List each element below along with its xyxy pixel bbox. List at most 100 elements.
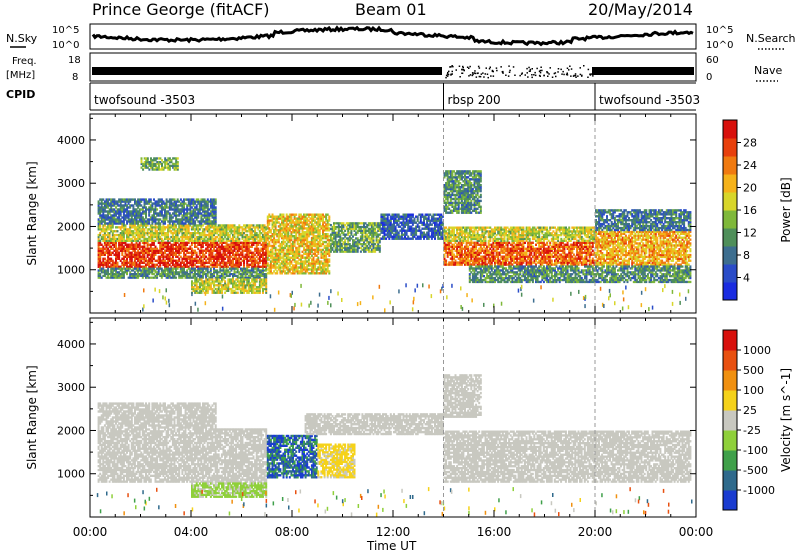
nave-dot <box>550 67 552 69</box>
beam-title: Beam 01 <box>355 0 427 19</box>
nave-dot <box>472 75 474 77</box>
nave-dot <box>474 70 476 72</box>
nave-dot <box>479 67 481 69</box>
nave-dot <box>483 76 485 78</box>
nave-dot <box>448 71 450 73</box>
heatmap-cell <box>117 230 119 232</box>
heatmap-cell <box>175 277 177 279</box>
nave-dot <box>508 75 510 77</box>
nave-dot <box>500 66 502 68</box>
nsky-tick-top: 10^5 <box>52 25 79 36</box>
heatmap-cell <box>188 228 190 230</box>
nave-dot <box>476 76 478 78</box>
nave-dot <box>447 75 449 77</box>
nave-dot <box>450 74 452 76</box>
nsearch-tick-top: 10^5 <box>706 25 733 36</box>
nave-dot <box>575 73 577 75</box>
heatmap-cell <box>328 264 330 266</box>
nave-dot <box>496 67 498 69</box>
nave-dot <box>487 74 489 76</box>
nave-dot <box>468 75 470 77</box>
nave-dot <box>540 70 542 72</box>
heatmap-cell <box>254 228 256 230</box>
nave-dot <box>490 67 492 69</box>
nave-dot <box>492 71 494 73</box>
nave-dot <box>577 75 579 77</box>
heatmap-cell <box>328 216 330 218</box>
heatmap-cell <box>248 278 250 280</box>
heatmap-cell <box>141 157 143 159</box>
nave-dot <box>540 72 542 74</box>
cpid-segment-label: twofsound -3503 <box>599 93 700 107</box>
nave-dot <box>488 77 490 79</box>
nave-dot <box>485 73 487 75</box>
nave-dot <box>531 74 533 76</box>
heatmap-cell <box>207 268 209 270</box>
heatmap-cell <box>196 252 198 254</box>
nave-dot <box>548 73 550 75</box>
nave-tick-top: 60 <box>706 55 719 66</box>
nave-dot <box>526 68 528 70</box>
heatmap-cell <box>164 228 166 230</box>
nave-dot <box>462 73 464 75</box>
heatmap-cell <box>177 157 179 159</box>
heatmap-cell <box>317 257 319 259</box>
nave-dot <box>591 73 593 75</box>
nave-dot <box>588 69 590 71</box>
nave-dot <box>445 77 447 79</box>
nave-dot <box>514 75 516 77</box>
heatmap-cell <box>150 198 152 200</box>
cpid-segment-label: twofsound -3503 <box>94 93 195 107</box>
cpid-label: CPID <box>6 88 35 101</box>
nave-dot <box>459 66 461 68</box>
nave-dot <box>469 66 471 68</box>
heatmap-cell <box>283 214 285 216</box>
nave-dot <box>568 69 570 71</box>
nave-dot <box>463 69 465 71</box>
freq-trace-left <box>92 67 442 75</box>
nave-dot <box>525 74 527 76</box>
nave-dot <box>486 67 488 69</box>
nave-dot <box>463 67 465 69</box>
nave-dot <box>567 73 569 75</box>
nave-dot <box>480 76 482 78</box>
nave-dot <box>530 69 532 71</box>
nave-tick-bottom: 0 <box>706 72 712 83</box>
heatmap-cell <box>107 268 109 270</box>
nave-dot <box>502 71 504 73</box>
heatmap-cell <box>156 208 158 210</box>
nave-dot <box>472 72 474 74</box>
nave-dot <box>536 68 538 70</box>
nave-dot <box>489 68 491 70</box>
nave-dot <box>560 69 562 71</box>
nave-dot <box>530 70 532 72</box>
heatmap-cell <box>256 278 258 280</box>
nave-label: Nave <box>754 64 782 77</box>
nave-dot <box>509 72 511 74</box>
heatmap-cell <box>177 268 179 270</box>
nave-dot <box>482 72 484 74</box>
nave-dot <box>508 65 510 67</box>
date-title: 20/May/2014 <box>588 0 693 19</box>
nave-dot <box>519 75 521 77</box>
nave-dot <box>532 68 534 70</box>
nave-dot <box>447 72 449 74</box>
heatmap-cell <box>151 228 153 230</box>
nave-dot <box>527 76 529 78</box>
nave-dot <box>567 68 569 70</box>
heatmap-cell <box>123 236 125 238</box>
nave-dot <box>535 75 537 77</box>
heatmap-cell <box>295 214 297 216</box>
nave-dot <box>580 67 582 69</box>
nave-dot <box>554 73 556 75</box>
heatmap-cell <box>147 157 149 159</box>
heatmap-cell <box>177 161 179 163</box>
nave-dot <box>449 66 451 68</box>
nave-dot <box>561 73 563 75</box>
heatmap-cell <box>117 262 119 264</box>
freq-label-line1: Freq. <box>12 56 37 67</box>
nave-dot <box>555 76 557 78</box>
heatmap-cell <box>199 228 201 230</box>
heatmap-cell <box>183 268 185 270</box>
